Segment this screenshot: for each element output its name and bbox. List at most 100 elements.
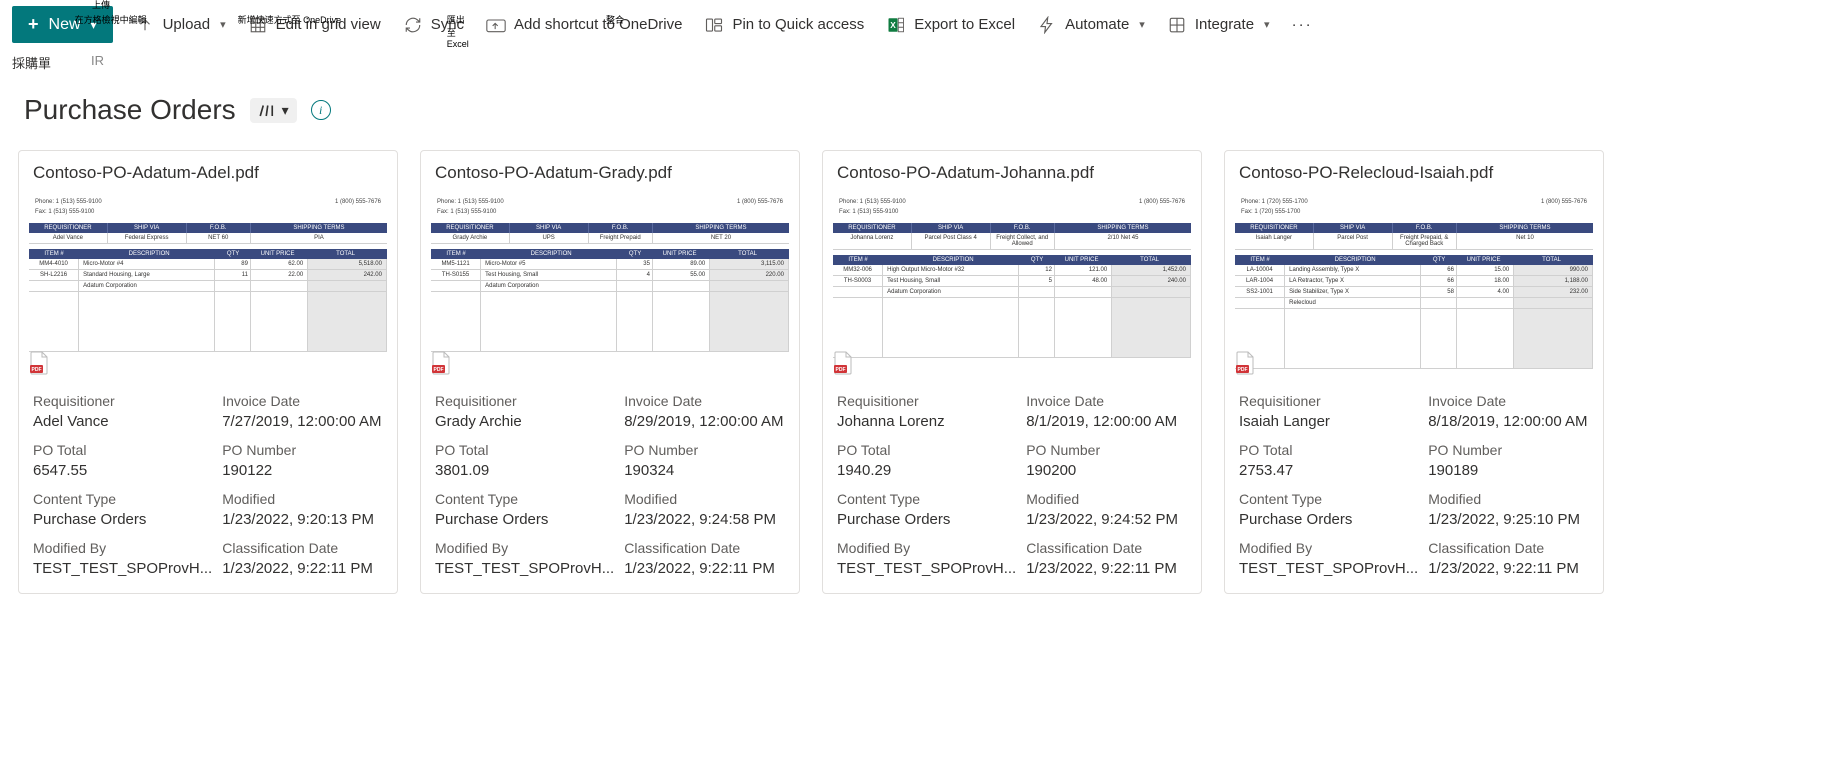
card-title: Contoso-PO-Adatum-Johanna.pdf	[823, 151, 1201, 193]
meta-label: Requisitioner	[837, 393, 1016, 409]
meta-label: Modified By	[33, 540, 212, 556]
meta-value-invoice-date: 8/18/2019, 12:00:00 AM	[1428, 413, 1589, 430]
add-onedrive-button[interactable]: Add shortcut to OneDrive 整合	[486, 15, 682, 35]
pin-button[interactable]: Pin to Quick access	[704, 15, 864, 35]
integrate-button[interactable]: Integrate ▾	[1167, 15, 1270, 35]
meta-value-classification-date: 1/23/2022, 9:22:11 PM	[1026, 560, 1187, 577]
meta-label: Classification Date	[222, 540, 383, 556]
excel-icon: X	[886, 15, 906, 35]
preview-line-item: Adatum Corporation	[431, 281, 789, 292]
meta-label: Modified By	[1239, 540, 1418, 556]
hint-upload: 上傳	[92, 0, 110, 11]
preview-line-item: LA-10004 Landing Assembly, Type X 66 15.…	[1235, 265, 1593, 276]
preview-line-item: LAR-1004 LA Retractor, Type X 66 18.00 1…	[1235, 276, 1593, 287]
document-card[interactable]: Contoso-PO-Adatum-Adel.pdf Phone: 1 (513…	[18, 150, 398, 594]
preview-line-item: Adatum Corporation	[29, 281, 387, 292]
export-label: Export to Excel	[914, 16, 1015, 33]
meta-label: PO Number	[222, 442, 383, 458]
document-card[interactable]: Contoso-PO-Adatum-Grady.pdf Phone: 1 (51…	[420, 150, 800, 594]
view-switcher[interactable]: ▾	[250, 98, 297, 123]
export-excel-button[interactable]: X Export to Excel	[886, 15, 1015, 35]
meta-value-invoice-date: 8/1/2019, 12:00:00 AM	[1026, 413, 1187, 430]
meta-label: PO Number	[624, 442, 785, 458]
meta-value-po-total: 3801.09	[435, 462, 614, 479]
preview-line-item: SS2-1001 Side Stabilizer, Type X 58 4.00…	[1235, 287, 1593, 298]
edit-grid-button[interactable]: Edit in grid view 新增快速方式至 OneDrive	[248, 15, 381, 35]
pdf-icon: PDF	[1235, 351, 1255, 375]
meta-label: PO Total	[435, 442, 614, 458]
document-preview: Phone: 1 (513) 555-91001 (800) 555-7676 …	[19, 193, 397, 381]
meta-value-modified: 1/23/2022, 9:20:13 PM	[222, 511, 383, 528]
pdf-icon: PDF	[29, 351, 49, 375]
meta-label: PO Number	[1026, 442, 1187, 458]
meta-label: Content Type	[1239, 491, 1418, 507]
meta-label: PO Total	[837, 442, 1016, 458]
breadcrumb-b[interactable]: IR	[91, 53, 104, 72]
preview-line-item: MM32-006 High Output Micro-Motor #32 12 …	[833, 265, 1191, 276]
integrate-label: Integrate	[1195, 16, 1254, 33]
preview-line-item: MM4-4010 Micro-Motor #4 89 62.00 5,518.0…	[29, 259, 387, 270]
meta-value-po-total: 2753.47	[1239, 462, 1418, 479]
meta-value-content-type: Purchase Orders	[1239, 511, 1418, 528]
card-metadata: RequisitionerJohanna Lorenz Invoice Date…	[823, 381, 1201, 593]
meta-value-modified: 1/23/2022, 9:24:52 PM	[1026, 511, 1187, 528]
preview-line-item: Adatum Corporation	[833, 287, 1191, 298]
page-header: Purchase Orders ▾ i	[0, 84, 1846, 150]
meta-value-requisitioner: Grady Archie	[435, 413, 614, 430]
meta-label: Modified By	[435, 540, 614, 556]
breadcrumb-a[interactable]: 採購單	[12, 53, 51, 72]
meta-value-po-number: 190122	[222, 462, 383, 479]
meta-label: Modified By	[837, 540, 1016, 556]
preview-line-item: MM5-1121 Micro-Motor #5 35 89.00 3,115.0…	[431, 259, 789, 270]
meta-value-classification-date: 1/23/2022, 9:22:11 PM	[624, 560, 785, 577]
pdf-icon: PDF	[833, 351, 853, 375]
automate-button[interactable]: Automate ▾	[1037, 15, 1145, 35]
meta-value-content-type: Purchase Orders	[33, 511, 212, 528]
meta-value-po-total: 6547.55	[33, 462, 212, 479]
meta-value-requisitioner: Isaiah Langer	[1239, 413, 1418, 430]
meta-value-modified-by: TEST_TEST_SPOProvH...	[33, 560, 212, 577]
meta-value-classification-date: 1/23/2022, 9:22:11 PM	[222, 560, 383, 577]
document-card[interactable]: Contoso-PO-Relecloud-Isaiah.pdf Phone: 1…	[1224, 150, 1604, 594]
card-metadata: RequisitionerGrady Archie Invoice Date8/…	[421, 381, 799, 593]
more-button[interactable]: ···	[1292, 16, 1313, 33]
meta-label: Invoice Date	[1428, 393, 1589, 409]
meta-value-modified-by: TEST_TEST_SPOProvH...	[435, 560, 614, 577]
meta-value-invoice-date: 8/29/2019, 12:00:00 AM	[624, 413, 785, 430]
gallery-view-icon	[258, 102, 276, 118]
chevron-down-icon: ▾	[282, 102, 289, 119]
onedrive-shortcut-icon	[486, 15, 506, 35]
meta-label: PO Total	[33, 442, 212, 458]
preview-line-item: TH-S0003 Test Housing, Small 5 48.00 240…	[833, 276, 1191, 287]
hint-integrate: 整合	[606, 13, 624, 26]
upload-button[interactable]: Upload ▾ 在方格檢視中編輯	[135, 15, 226, 35]
pin-icon	[704, 15, 724, 35]
plus-icon: +	[28, 14, 39, 35]
meta-value-classification-date: 1/23/2022, 9:22:11 PM	[1428, 560, 1589, 577]
meta-label: Modified	[222, 491, 383, 507]
sync-button[interactable]: Sync 匯出至 Excel	[403, 15, 464, 35]
svg-text:PDF: PDF	[32, 367, 42, 373]
meta-label: Classification Date	[624, 540, 785, 556]
svg-text:PDF: PDF	[1238, 367, 1248, 373]
info-icon[interactable]: i	[311, 100, 331, 120]
hint-edit-grid: 在方格檢視中編輯	[75, 13, 147, 26]
meta-label: PO Total	[1239, 442, 1418, 458]
meta-label: Classification Date	[1428, 540, 1589, 556]
svg-text:PDF: PDF	[434, 367, 444, 373]
document-card[interactable]: Contoso-PO-Adatum-Johanna.pdf Phone: 1 (…	[822, 150, 1202, 594]
svg-text:PDF: PDF	[836, 367, 846, 373]
card-metadata: RequisitionerIsaiah Langer Invoice Date8…	[1225, 381, 1603, 593]
meta-value-modified: 1/23/2022, 9:24:58 PM	[624, 511, 785, 528]
document-preview: Phone: 1 (513) 555-91001 (800) 555-7676 …	[421, 193, 799, 381]
meta-value-modified-by: TEST_TEST_SPOProvH...	[837, 560, 1016, 577]
pin-label: Pin to Quick access	[732, 16, 864, 33]
meta-value-invoice-date: 7/27/2019, 12:00:00 AM	[222, 413, 383, 430]
breadcrumb: 採購單 IR	[0, 49, 1846, 84]
preview-line-item: TH-S0155 Test Housing, Small 4 55.00 220…	[431, 270, 789, 281]
meta-value-requisitioner: Johanna Lorenz	[837, 413, 1016, 430]
meta-value-po-number: 190189	[1428, 462, 1589, 479]
meta-label: PO Number	[1428, 442, 1589, 458]
card-title: Contoso-PO-Adatum-Grady.pdf	[421, 151, 799, 193]
sync-icon	[403, 15, 423, 35]
